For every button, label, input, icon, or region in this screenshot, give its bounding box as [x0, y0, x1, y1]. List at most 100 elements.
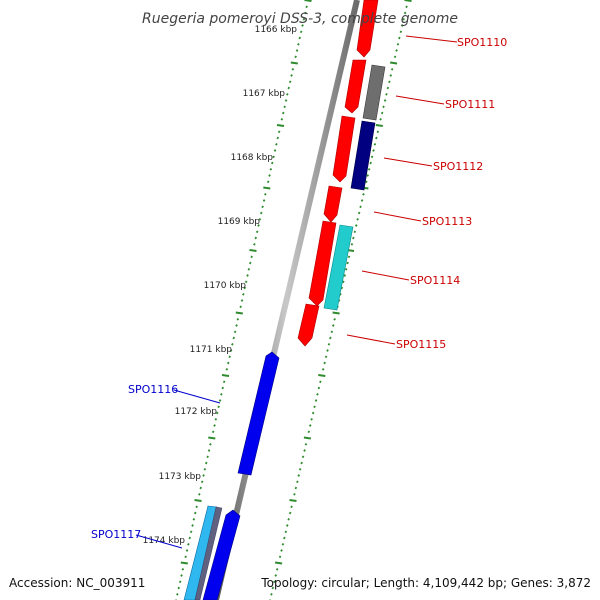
accession-text: Accession: NC_003911 — [9, 576, 145, 590]
inner-scale-minor-tick — [176, 592, 179, 596]
inner-scale-track — [175, 0, 312, 600]
label-spo1111[interactable]: SPO1111 — [445, 98, 495, 111]
gene-spo1114-ring1[interactable] — [308, 220, 337, 307]
gene-spo1114-ring2[interactable] — [323, 224, 354, 311]
inner-scale-minor-tick — [253, 242, 256, 246]
inner-scale-minor-tick — [229, 349, 233, 352]
label-spo1113[interactable]: SPO1113 — [422, 215, 472, 228]
outer-scale-minor-tick — [373, 142, 377, 146]
kbp-label-1170: 1170 kbp — [204, 281, 247, 291]
inner-scale-minor-tick — [243, 286, 247, 290]
outer-scale-minor-tick — [385, 92, 388, 96]
outer-scale-major-tick — [404, 0, 412, 2]
inner-scale-minor-tick — [191, 524, 194, 527]
inner-scale-minor-tick — [199, 486, 203, 490]
inner-scale-minor-tick — [214, 417, 218, 421]
outer-scale-minor-tick — [347, 255, 351, 259]
gene-spo1115[interactable] — [297, 303, 320, 347]
inner-scale-major-tick — [304, 0, 312, 2]
label-spo1112[interactable]: SPO1112 — [433, 160, 483, 173]
outer-scale-minor-tick — [362, 192, 365, 196]
outer-scale-minor-tick — [308, 424, 312, 427]
outer-scale-minor-tick — [359, 205, 362, 209]
inner-scale-minor-tick — [177, 586, 181, 590]
inner-scale-minor-tick — [231, 342, 234, 346]
label-spo1116[interactable]: SPO1116 — [128, 383, 178, 396]
gene-spo1111-ring1[interactable] — [344, 59, 367, 114]
inner-scale-minor-tick — [204, 461, 208, 465]
inner-scale-major-tick — [235, 311, 243, 315]
gene-spo1116[interactable] — [237, 351, 280, 476]
outer-scale-minor-tick — [273, 580, 276, 584]
outer-scale-minor-tick — [293, 492, 296, 496]
label-spo1115[interactable]: SPO1115 — [396, 338, 446, 351]
outer-scale-minor-tick — [344, 267, 348, 271]
gene-spo1112-ring2[interactable] — [350, 120, 376, 191]
outer-scale-minor-tick — [399, 30, 403, 34]
inner-scale-minor-tick — [299, 30, 303, 34]
outer-scale-minor-tick — [307, 430, 311, 434]
outer-scale-minor-tick — [294, 486, 298, 490]
label-spo1117[interactable]: SPO1117 — [91, 528, 141, 541]
outer-scale-minor-tick — [379, 117, 382, 121]
outer-scale-major-tick — [274, 561, 283, 565]
outer-scale-minor-tick — [275, 567, 279, 571]
reverse-genes — [183, 351, 280, 600]
outer-scale-minor-tick — [382, 105, 385, 109]
outer-scale-minor-tick — [333, 317, 336, 321]
inner-scale-minor-tick — [225, 367, 229, 371]
outer-scale-major-tick — [389, 61, 398, 65]
outer-scale-minor-tick — [366, 174, 370, 177]
label-spo1110[interactable]: SPO1110 — [457, 36, 507, 49]
scale-labels: 1166 kbp 1167 kbp 1168 kbp 1169 kbp 1170… — [143, 25, 298, 546]
inner-scale-minor-tick — [248, 261, 252, 265]
gene-spo1118[interactable] — [202, 509, 241, 600]
kbp-label-1173: 1173 kbp — [159, 472, 202, 482]
inner-scale-minor-tick — [284, 99, 288, 102]
outer-scale-minor-tick — [321, 367, 325, 371]
kbp-label-1166: 1166 kbp — [255, 25, 298, 35]
gene-spo1111-ring2[interactable] — [362, 64, 386, 121]
inner-scale-minor-tick — [203, 467, 207, 471]
outer-scale-minor-tick — [402, 17, 405, 21]
outer-scale-minor-tick — [383, 99, 387, 102]
outer-scale-minor-tick — [285, 524, 289, 527]
inner-scale-minor-tick — [259, 211, 263, 215]
outer-scale-major-tick — [318, 374, 326, 377]
inner-scale-major-tick — [208, 436, 216, 440]
outer-scale-minor-tick — [380, 111, 384, 115]
inner-scale-minor-tick — [189, 530, 193, 534]
inner-scale-minor-tick — [221, 386, 225, 390]
outer-scale-major-tick — [375, 124, 383, 127]
outer-scale-minor-tick — [342, 280, 345, 284]
outer-scale-minor-tick — [372, 149, 375, 152]
outer-scale-minor-tick — [331, 324, 335, 327]
inner-scale-minor-tick — [178, 580, 182, 584]
outer-scale-minor-tick — [274, 574, 278, 577]
inner-scale-minor-tick — [236, 317, 240, 321]
outer-scale-minor-tick — [367, 167, 371, 171]
outer-scale-minor-tick — [405, 5, 408, 9]
inner-scale-minor-tick — [305, 5, 308, 9]
outer-scale-minor-tick — [301, 455, 305, 459]
outer-scale-minor-tick — [313, 405, 316, 409]
outer-scale-minor-tick — [376, 130, 380, 134]
gene-spo1113[interactable] — [323, 185, 343, 223]
gene-spo1117[interactable] — [183, 505, 218, 600]
gene-spo1112-ring1[interactable] — [332, 115, 356, 183]
inner-scale-minor-tick — [273, 149, 277, 152]
label-spo1114[interactable]: SPO1114 — [410, 274, 460, 287]
outer-scale-minor-tick — [354, 224, 358, 227]
inner-scale-minor-tick — [276, 136, 280, 140]
gene-spo1110[interactable] — [356, 0, 379, 58]
inner-scale-major-tick — [221, 374, 230, 377]
inner-scale-minor-tick — [272, 155, 275, 159]
inner-scale-minor-tick — [181, 567, 185, 571]
outer-scale-minor-tick — [314, 399, 318, 402]
outer-scale-minor-tick — [360, 199, 364, 202]
outer-scale-minor-tick — [303, 449, 306, 452]
inner-scale-minor-tick — [275, 142, 278, 146]
outer-scale-minor-tick — [281, 542, 285, 546]
outer-scale-minor-tick — [271, 586, 275, 590]
inner-scale-minor-tick — [202, 474, 205, 477]
